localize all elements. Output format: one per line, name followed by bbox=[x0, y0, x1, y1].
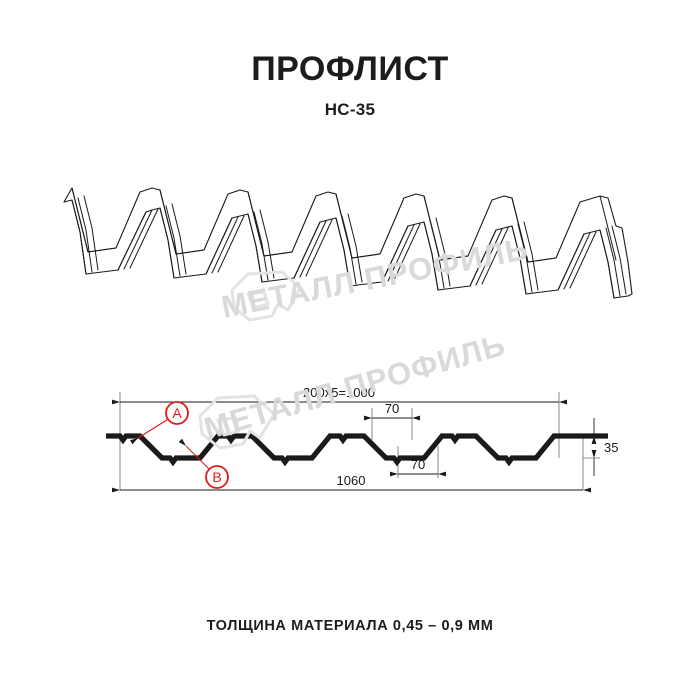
title-block: ПРОФЛИСТ НС-35 bbox=[0, 50, 700, 120]
isometric-view bbox=[60, 178, 640, 318]
dimension-total-width-label: 1060 bbox=[337, 473, 366, 488]
page-title: ПРОФЛИСТ bbox=[251, 50, 449, 88]
dimension-height: 35 bbox=[591, 418, 618, 476]
material-thickness-caption: ТОЛЩИНА МАТЕРИАЛА 0,45 – 0,9 ММ bbox=[206, 618, 494, 634]
dimension-crest: 70 bbox=[364, 401, 420, 421]
iso-fold-lines bbox=[71, 187, 627, 299]
callout-a: A bbox=[129, 401, 189, 445]
dimension-height-label: 35 bbox=[604, 440, 618, 455]
callout-a-letter: A bbox=[172, 405, 182, 421]
dimension-pitch-label: 200x5=1000 bbox=[303, 385, 375, 400]
dimension-valley: 70 bbox=[390, 457, 446, 477]
page-subtitle: НС-35 bbox=[324, 99, 376, 119]
dimension-valley-label: 70 bbox=[411, 457, 425, 472]
callout-a-circle bbox=[165, 401, 189, 425]
dimension-total-width: 1060 bbox=[112, 473, 591, 493]
isometric-svg bbox=[63, 187, 633, 299]
extension-lines bbox=[119, 392, 600, 490]
cross-section-svg: 200x5=1000 70 70 35 bbox=[106, 385, 618, 493]
dimension-pitch: 200x5=1000 bbox=[112, 385, 567, 405]
callout-b-letter: B bbox=[212, 469, 221, 485]
dimension-crest-label: 70 bbox=[385, 401, 399, 416]
callout-b-circle bbox=[205, 465, 229, 489]
callout-b: B bbox=[178, 438, 229, 489]
cross-section-view: 200x5=1000 70 70 35 bbox=[100, 378, 620, 508]
profile-outline bbox=[106, 433, 608, 467]
